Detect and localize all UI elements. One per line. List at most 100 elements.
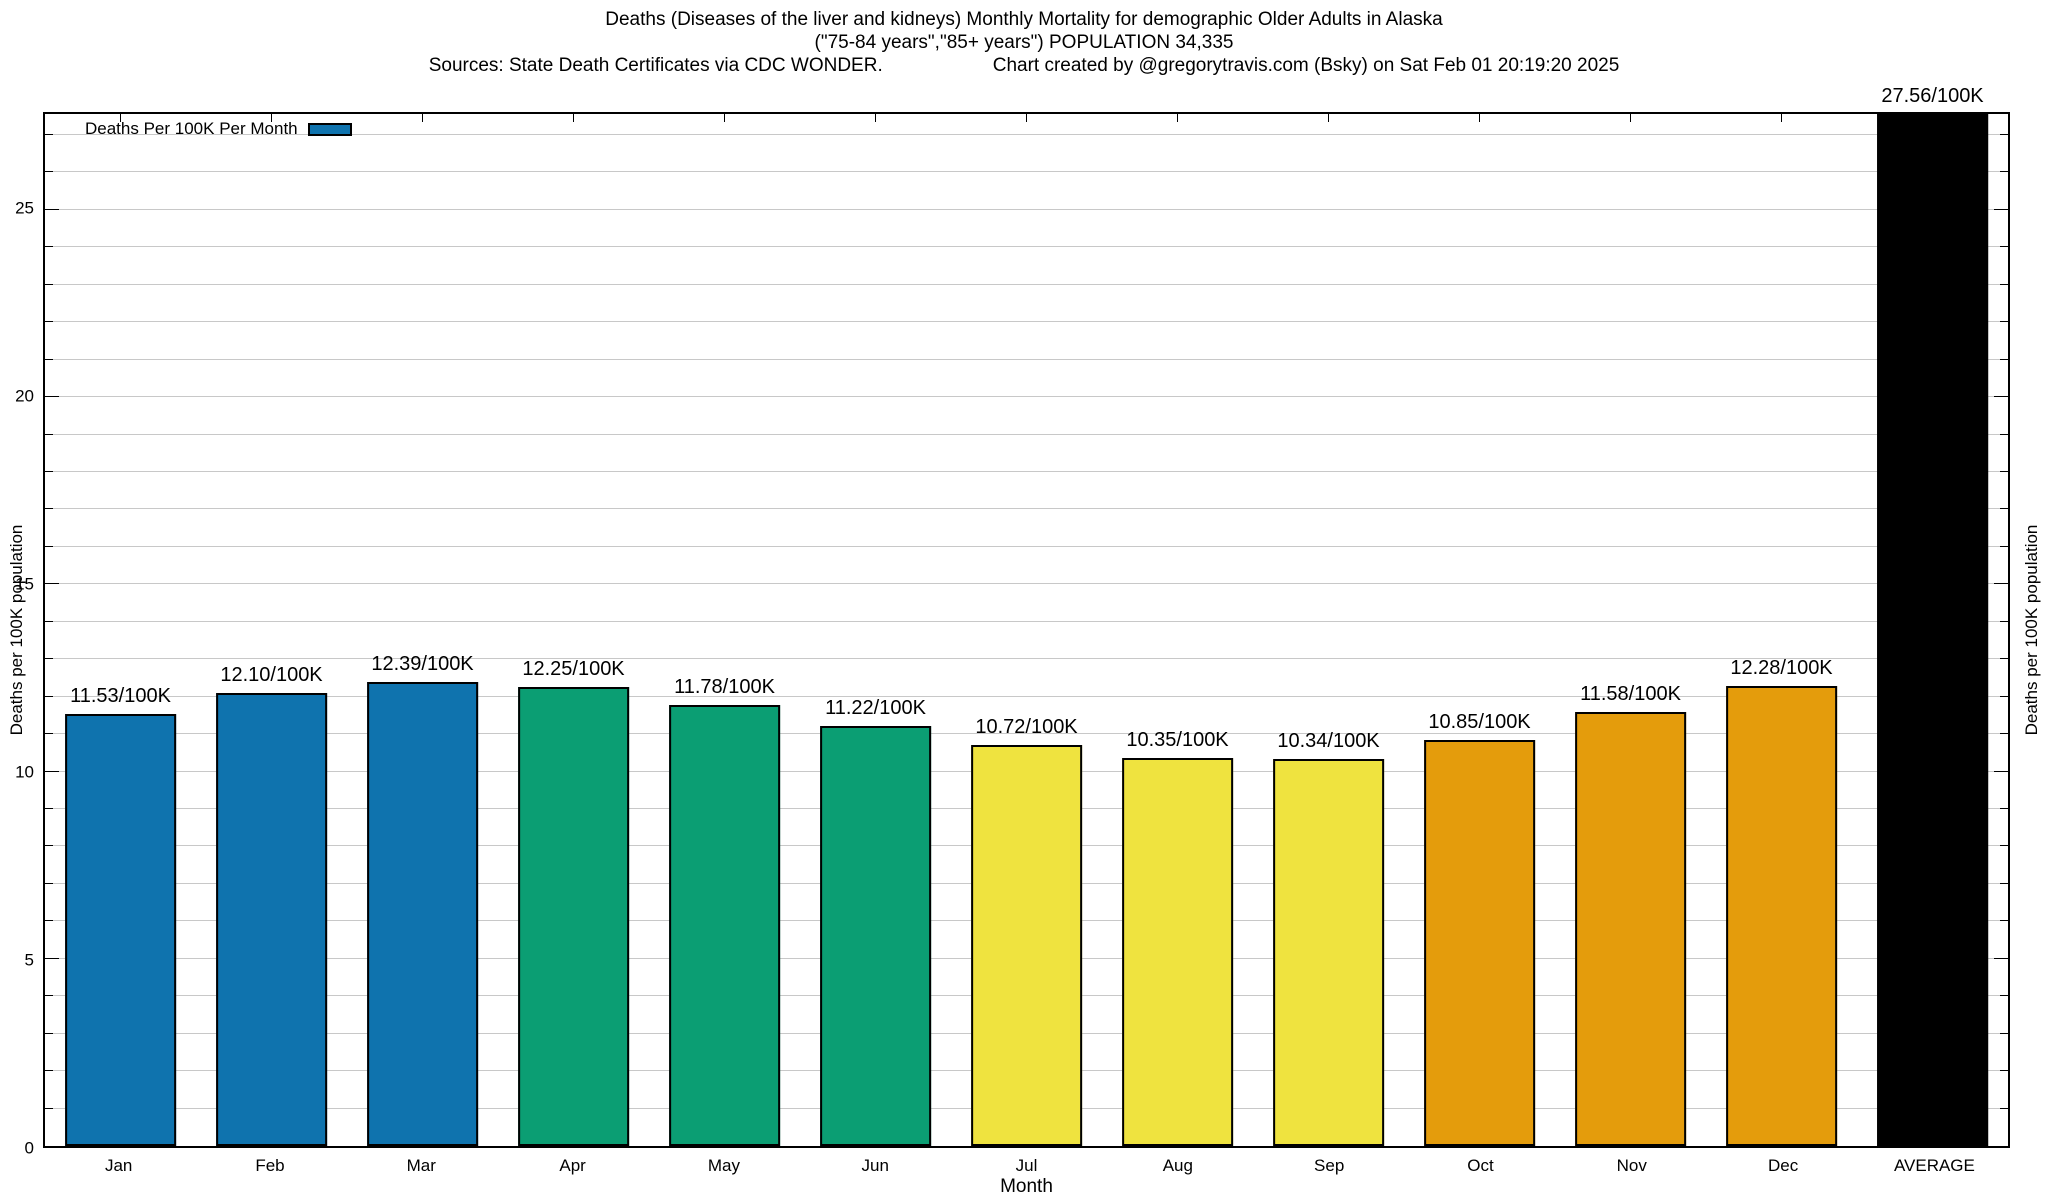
gridline (45, 358, 2008, 360)
y-axis-tick (45, 1032, 53, 1034)
y-axis-tick (2000, 620, 2008, 622)
x-tick-label-dec: Dec (1767, 1156, 1799, 1175)
bar-value-label: 11.78/100K (674, 675, 775, 698)
y-tick-label: 10 (15, 762, 34, 782)
y-axis-tick (2000, 733, 2008, 735)
bar-value-label: 12.39/100K (371, 653, 474, 676)
y-axis-tick (45, 658, 53, 660)
bar-sep (1272, 758, 1385, 1146)
bar-jan (64, 714, 177, 1146)
y-axis-tick (2000, 695, 2008, 697)
legend-label: Deaths Per 100K Per Month (85, 119, 298, 138)
y-axis-tick (45, 920, 53, 922)
x-axis-tick (271, 114, 272, 122)
y-axis-label-left: Deaths per 100K population (7, 524, 26, 736)
bar-slot-feb: 12.10/100K (196, 114, 347, 1146)
y-axis-tick (2000, 995, 2008, 997)
bar-nov (1574, 712, 1687, 1146)
bar-slot-mar: 12.39/100K (347, 114, 498, 1146)
x-tick-label-oct: Oct (1467, 1156, 1494, 1175)
bar-value-label: 10.85/100K (1428, 710, 1531, 733)
y-axis-tick (2000, 1070, 2008, 1072)
chart-sources-text: Sources: State Death Certificates via CD… (428, 55, 883, 76)
y-axis-tick (45, 171, 53, 173)
bar-value-label: 12.10/100K (220, 663, 323, 686)
gridline (45, 620, 2008, 622)
x-tick-label-mar: Mar (406, 1156, 436, 1175)
x-axis-tick (572, 114, 574, 122)
bar-value-label: 10.35/100K (1126, 729, 1229, 752)
x-axis-tick (723, 114, 725, 122)
y-axis-tick (45, 1070, 53, 1072)
bar-value-label: 11.53/100K (70, 685, 171, 708)
x-axis-tick (1781, 114, 1782, 122)
y-axis-tick (45, 882, 53, 884)
chart-credit-text: Chart created by @gregorytravis.com (Bsk… (992, 55, 1620, 76)
gridline (45, 283, 2008, 285)
gridline (45, 433, 2008, 435)
y-axis-tick (2000, 658, 2008, 660)
gridline (45, 733, 2008, 735)
y-axis-tick (45, 733, 53, 735)
bar-aug (1121, 758, 1234, 1146)
x-axis-label: Month (1000, 1176, 1053, 1197)
y-axis-tick (2000, 433, 2008, 435)
x-tick-label-nov: Nov (1616, 1156, 1647, 1175)
x-tick-label-jan: Jan (104, 1156, 133, 1175)
x-tick-label-jul: Jul (1015, 1156, 1038, 1175)
gridline (45, 396, 2008, 398)
gridline (45, 695, 2008, 697)
bar-feb (215, 692, 328, 1146)
y-axis-tick (45, 620, 53, 622)
bar-slot-jun: 11.22/100K (800, 114, 951, 1146)
x-tick-label-sep: Sep (1314, 1156, 1345, 1175)
chart-source-line: Sources: State Death Certificates via CD… (0, 54, 2048, 77)
y-axis-tick (45, 1107, 53, 1109)
x-tick-label-feb: Feb (255, 1156, 285, 1175)
y-axis-tick (2000, 358, 2008, 360)
x-axis-tick (875, 114, 876, 122)
y-axis-tick (2000, 283, 2008, 285)
y-axis-tick (2000, 808, 2008, 809)
bar-may (668, 704, 781, 1146)
bar-value-label: 11.22/100K (825, 696, 926, 719)
y-axis-tick (45, 957, 59, 959)
legend: Deaths Per 100K Per Month (85, 119, 352, 139)
y-axis-tick (45, 845, 53, 847)
y-axis-tick (45, 470, 53, 472)
gridline (45, 470, 2008, 472)
chart-title-block: Deaths (Diseases of the liver and kidney… (0, 8, 2048, 77)
x-axis-tick (119, 114, 121, 122)
chart-subtitle: ("75-84 years","85+ years") POPULATION 3… (814, 32, 1234, 53)
y-axis-tick (45, 396, 59, 398)
bar-value-label: 12.28/100K (1730, 657, 1833, 680)
y-axis-tick (45, 246, 53, 248)
y-axis-tick (45, 545, 53, 547)
x-tick-label-aug: Aug (1162, 1156, 1193, 1175)
bar-slot-apr: 12.25/100K (498, 114, 649, 1146)
x-axis-tick (1328, 114, 1329, 122)
x-tick-labels: Jan Feb Mar Apr May Jun Jul Aug Sep Oct Nov Dec AVER… (43, 1156, 2010, 1176)
gridline (45, 508, 2008, 510)
y-axis-tick (2000, 133, 2008, 135)
y-axis-tick (45, 583, 59, 585)
y-axis-tick (2000, 545, 2008, 547)
y-axis-tick (2000, 508, 2008, 510)
bar-slot-dec: 12.28/100K (1706, 114, 1857, 1146)
y-axis-tick (45, 695, 53, 697)
bar-dec (1725, 686, 1838, 1146)
y-axis-tick (1994, 957, 2008, 959)
y-axis-tick (45, 321, 53, 323)
gridline (45, 133, 2008, 135)
gridline (45, 246, 2008, 248)
gridline (45, 583, 2008, 585)
y-axis-tick (2000, 1032, 2008, 1034)
chart-title: Deaths (Diseases of the liver and kidney… (605, 9, 1443, 30)
bar-mar (366, 682, 479, 1146)
x-axis-tick (1177, 114, 1178, 122)
gridline (45, 658, 2008, 660)
x-tick-label-may: May (707, 1156, 740, 1175)
y-axis-tick (45, 133, 53, 135)
y-axis-tick (2000, 171, 2008, 173)
